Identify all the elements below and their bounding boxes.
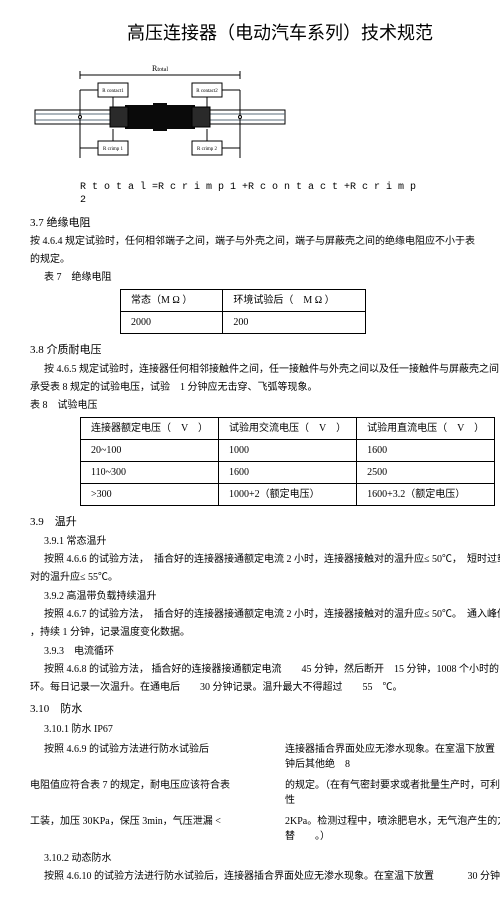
table-row: 110~300 1600 2500 bbox=[81, 461, 495, 483]
line-a-left: 按照 4.6.9 的试验方法进行防水试验后 bbox=[44, 742, 275, 757]
sec-3-9-2-b: ，持续 1 分钟，记录温度变化数据。 bbox=[30, 625, 500, 640]
table-row: 连接器额定电压（ V ） 试验用交流电压（ V ） 试验用直流电压（ V ） bbox=[81, 417, 495, 439]
sec-3-9-1-b: 对的温升应≤ 55℃。 bbox=[30, 570, 500, 585]
resistance-formula: R t o t a l =R c r i m p 1 +R c o n t a … bbox=[80, 181, 500, 207]
sec-3-9-3-a: 按照 4.6.8 的试验方法， 插合好的连接器接通额定电流 45 分钟，然后断开… bbox=[44, 662, 500, 677]
sec-3-9-1-heading: 3.9.1 常态温升 bbox=[44, 534, 500, 549]
sec-3-7-text-b: 的规定。 bbox=[30, 252, 500, 267]
line-b-left: 电阻值应符合表 7 的规定，耐电压应该符合表 bbox=[30, 778, 275, 793]
svg-text:R crimp 2: R crimp 2 bbox=[197, 147, 217, 152]
line-a-right: 连接器插合界面处应无渗水现象。在室温下放置 30 分钟后其他绝 8 bbox=[285, 742, 500, 772]
table-row: 20~100 1000 1600 bbox=[81, 439, 495, 461]
margin-30min: 30 分钟后其他 bbox=[468, 869, 500, 884]
sec-3-9-2-a: 按照 4.6.7 的试验方法， 插合好的连接器接通额定电流 2 小时，连接器接触… bbox=[44, 607, 500, 622]
sec-3-10-2-a: 按照 4.6.10 的试验方法进行防水试验后，连接器插合界面处应无渗水现象。在室… bbox=[44, 869, 500, 884]
table-8-caption: 表 8 试验电压 bbox=[30, 398, 500, 413]
sec-3-10-2-heading: 3.10.2 动态防水 bbox=[44, 851, 500, 866]
sec-3-7-text-a: 按 4.6.4 规定试验时，任何相邻端子之间，端子与外壳之间，端子与屏蔽壳之间的… bbox=[30, 234, 500, 249]
sec-3-9-heading: 3.9 温升 bbox=[30, 514, 500, 531]
svg-text:R contact1: R contact1 bbox=[102, 89, 124, 94]
page-title: 高压连接器（电动汽车系列）技术规范 bbox=[30, 20, 500, 47]
table-row: 常态（M Ω ） 环境试验后（ M Ω ） bbox=[121, 290, 366, 312]
sec-3-7-heading: 3.7 绝缘电阻 bbox=[30, 215, 500, 232]
line-b-right: 的规定。（在有气密封要求或者批量生产时，可利用气密性 bbox=[285, 778, 500, 808]
sec-3-8-text-a: 按 4.6.5 规定试验时，连接器任何相邻接触件之间，任一接触件与外壳之间以及任… bbox=[44, 362, 500, 377]
sec-3-9-1-a: 按照 4.6.6 的试验方法， 插合好的连接器接通额定电流 2 小时，连接器接触… bbox=[44, 552, 500, 567]
table-8: 连接器额定电压（ V ） 试验用交流电压（ V ） 试验用直流电压（ V ） 2… bbox=[80, 417, 495, 506]
svg-text:R crimp 1: R crimp 1 bbox=[103, 147, 123, 152]
sec-3-9-2-heading: 3.9.2 高温带负载持续温升 bbox=[44, 589, 500, 604]
r-total-label: Rtotal bbox=[152, 64, 168, 73]
table-7-caption: 表 7 绝缘电阻 bbox=[44, 270, 500, 285]
resistance-diagram: Rtotal R contact1 R contact2 R crimp 1 R… bbox=[30, 63, 290, 163]
line-c-left: 工装，加压 30KPa，保压 3min，气压泄漏 < bbox=[30, 814, 275, 829]
sec-3-8-heading: 3.8 介质耐电压 bbox=[30, 342, 500, 359]
svg-text:R contact2: R contact2 bbox=[196, 89, 218, 94]
sec-3-10-heading: 3.10 防水 bbox=[30, 701, 500, 718]
table-7: 常态（M Ω ） 环境试验后（ M Ω ） 2000 200 bbox=[120, 289, 366, 334]
line-c-right: 2KPa。检测过程中，喷涂肥皂水，无气泡产生的方法代替 。） bbox=[285, 814, 500, 844]
sec-3-10-1-heading: 3.10.1 防水 IP67 bbox=[44, 722, 500, 737]
sec-3-9-3-heading: 3.9.3 电流循环 bbox=[44, 644, 500, 659]
sec-3-9-3-b: 环。每日记录一次温升。在通电后 30 分钟记录。温升最大不得超过 55 ℃。 bbox=[30, 680, 500, 695]
table-row: 2000 200 bbox=[121, 312, 366, 334]
table-row: >300 1000+2（额定电压） 1600+3.2（额定电压） bbox=[81, 483, 495, 505]
sec-3-8-text-b: 承受表 8 规定的试验电压，试验 1 分钟应无击穿、飞弧等现象。 bbox=[30, 380, 500, 395]
